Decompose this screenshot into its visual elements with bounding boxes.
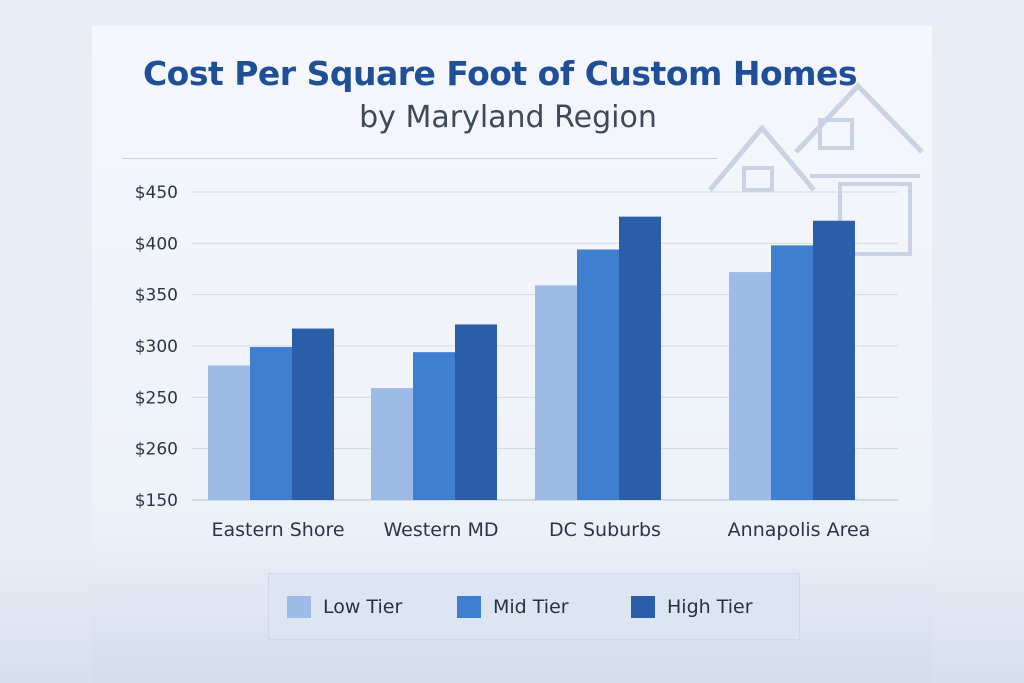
y-tick-label: $450 [135, 183, 178, 203]
bar-low-tier [371, 388, 413, 500]
y-tick-label: $400 [135, 234, 178, 254]
x-tick-label: Western MD [384, 519, 499, 541]
bar-low-tier [208, 365, 250, 500]
bar-high-tier [292, 328, 334, 500]
y-tick-label: $350 [135, 286, 178, 306]
legend-swatch-low [287, 596, 311, 618]
bar-mid-tier [413, 352, 455, 500]
bar-high-tier [455, 324, 497, 500]
x-tick-label: Eastern Shore [211, 519, 344, 541]
x-tick-label: DC Suburbs [549, 519, 661, 541]
legend-label-low: Low Tier [323, 596, 403, 618]
chart-legend: Low Tier Mid Tier High Tier [268, 573, 800, 640]
legend-swatch-mid [457, 596, 481, 618]
y-tick-label: $250 [135, 388, 178, 408]
chart-subtitle: by Maryland Region [359, 100, 657, 135]
bar-high-tier [619, 216, 661, 500]
x-tick-label: Annapolis Area [728, 519, 871, 541]
bar-mid-tier [250, 347, 292, 500]
legend-swatch-high [631, 596, 655, 618]
legend-label-high: High Tier [667, 596, 753, 618]
bar-mid-tier [577, 249, 619, 500]
house-illustration [708, 82, 924, 256]
title-divider [122, 158, 717, 159]
legend-label-mid: Mid Tier [493, 596, 569, 618]
bar-mid-tier [771, 245, 813, 500]
y-tick-label: $260 [135, 440, 178, 460]
y-tick-label: $300 [135, 337, 178, 357]
bar-high-tier [813, 220, 855, 500]
y-tick-label: $150 [135, 491, 178, 511]
chart-title: Cost Per Square Foot of Custom Homes [142, 54, 858, 93]
bar-low-tier [535, 285, 577, 500]
bar-low-tier [729, 272, 771, 500]
